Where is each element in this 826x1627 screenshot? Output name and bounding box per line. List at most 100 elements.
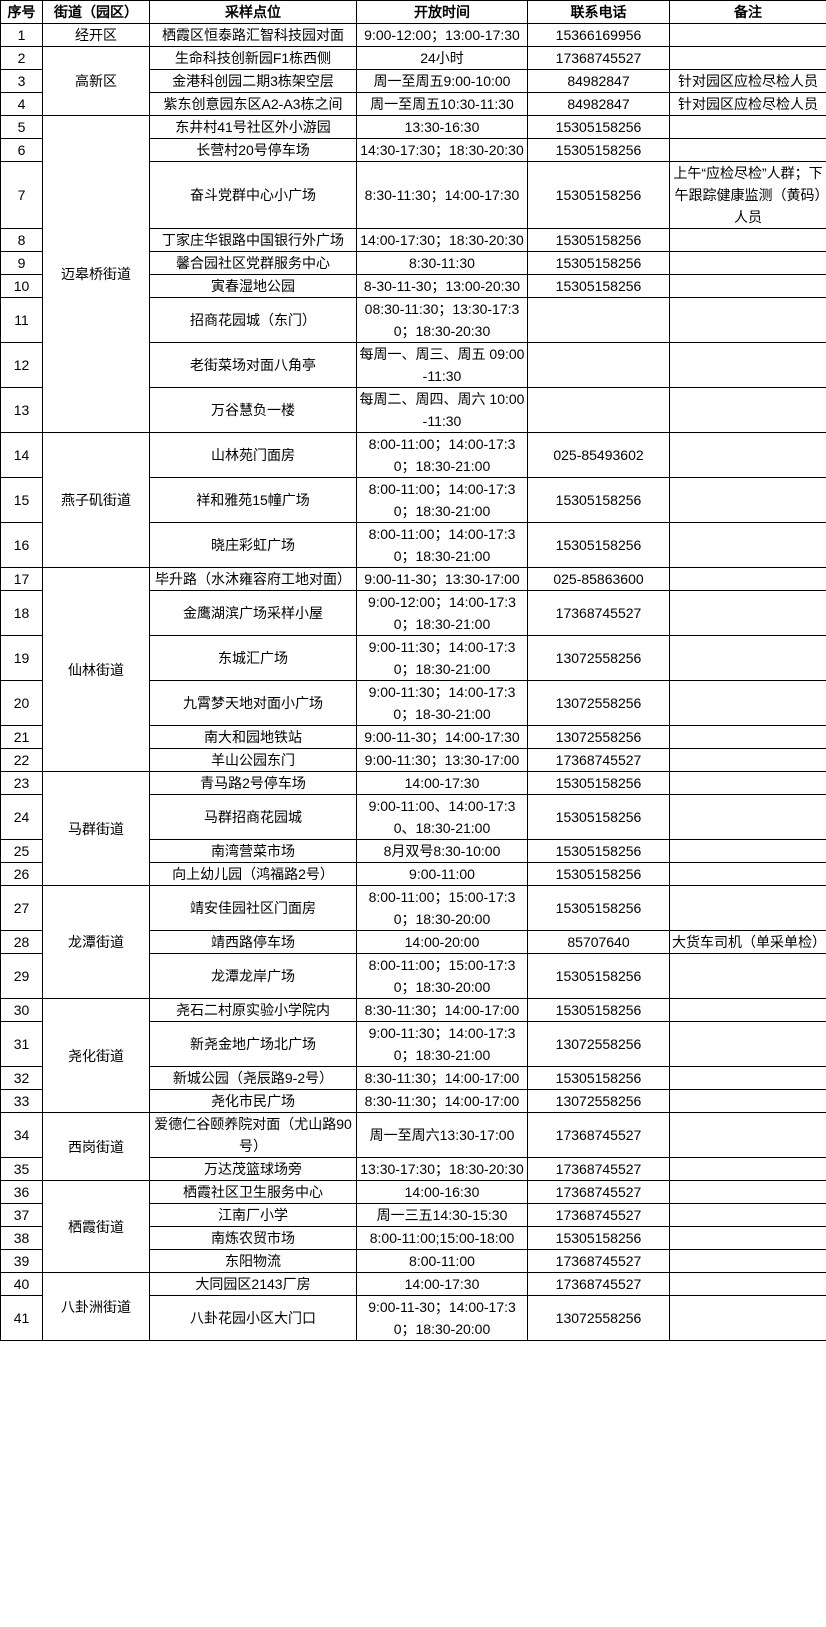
cell-site: 老街菜场对面八角亭 <box>149 342 357 388</box>
cell-phone: 13072558256 <box>527 1295 670 1341</box>
cell-phone: 15305158256 <box>527 862 670 886</box>
cell-site: 新尧金地广场北广场 <box>149 1021 357 1067</box>
cell-note <box>669 567 826 591</box>
cell-hours: 8:00-11:00；14:00-17:30；18:30-21:00 <box>356 522 528 568</box>
cell-site: 向上幼儿园（鸿福路2号） <box>149 862 357 886</box>
table-row: 7 奋斗党群中心小广场 8:30-11:30；14:00-17:30 15305158… <box>0 161 826 229</box>
cell-site: 栖霞社区卫生服务中心 <box>149 1180 357 1204</box>
cell-phone: 13072558256 <box>527 635 670 681</box>
cell-note: 大货车司机（单采单检） <box>669 930 826 954</box>
table-row: 4 紫东创意园东区A2-A3栋之间 周一至周五10:30-11:30 84982847… <box>0 92 826 116</box>
table-row: 21 南大和园地铁站 9:00-11-30；14:00-17:30 130725582… <box>0 725 826 749</box>
cell-note <box>669 46 826 70</box>
cell-phone: 15305158256 <box>527 771 670 795</box>
cell-site: 东城汇广场 <box>149 635 357 681</box>
cell-phone: 13072558256 <box>527 1021 670 1067</box>
table-row: 38 南炼农贸市场 8:00-11:00;15:00-18:00 1530515825… <box>0 1226 826 1250</box>
cell-hours: 13:30-16:30 <box>356 115 528 139</box>
cell-note <box>669 297 826 343</box>
cell-phone: 15366169956 <box>527 23 670 47</box>
cell-district: 龙潭街道 <box>42 885 150 999</box>
cell-note <box>669 1180 826 1204</box>
cell-hours: 8:00-11:00；14:00-17:30；18:30-21:00 <box>356 432 528 478</box>
cell-site: 青马路2号停车场 <box>149 771 357 795</box>
cell-no: 24 <box>0 794 43 840</box>
cell-phone: 025-85493602 <box>527 432 670 478</box>
cell-hours: 9:00-11-30；13:30-17:00 <box>356 567 528 591</box>
cell-hours: 9:00-12:00；13:00-17:30 <box>356 23 528 47</box>
cell-hours: 14:00-20:00 <box>356 930 528 954</box>
cell-phone: 15305158256 <box>527 1226 670 1250</box>
cell-no: 38 <box>0 1226 43 1250</box>
table-row: 29 龙潭龙岸广场 8:00-11:00；15:00-17:30；18:30-20:… <box>0 953 826 999</box>
cell-note <box>669 794 826 840</box>
cell-no: 10 <box>0 274 43 298</box>
cell-site: 晓庄彩虹广场 <box>149 522 357 568</box>
header-note: 备注 <box>669 0 826 24</box>
cell-no: 29 <box>0 953 43 999</box>
cell-note <box>669 1112 826 1158</box>
cell-note <box>669 228 826 252</box>
table-row: 16 晓庄彩虹广场 8:00-11:00；14:00-17:30；18:30-21:… <box>0 522 826 568</box>
cell-hours: 8:00-11:00；15:00-17:30；18:30-20:00 <box>356 885 528 931</box>
cell-note <box>669 1089 826 1113</box>
cell-hours: 8:30-11:30；14:00-17:00 <box>356 1089 528 1113</box>
cell-no: 19 <box>0 635 43 681</box>
cell-hours: 8:00-11:00 <box>356 1249 528 1273</box>
cell-note <box>669 115 826 139</box>
cell-no: 27 <box>0 885 43 931</box>
table-row: 32 新城公园（尧辰路9-2号） 8:30-11:30；14:00-17:00 153… <box>0 1066 826 1090</box>
cell-note <box>669 1249 826 1273</box>
cell-phone: 17368745527 <box>527 1272 670 1296</box>
cell-note: 上午“应检尽检”人群；下午跟踪健康监测（黄码）人员 <box>669 161 826 229</box>
cell-site: 东井村41号社区外小游园 <box>149 115 357 139</box>
cell-no: 4 <box>0 92 43 116</box>
cell-hours: 8:00-11:00;15:00-18:00 <box>356 1226 528 1250</box>
cell-phone: 15305158256 <box>527 794 670 840</box>
cell-site: 万谷慧负一楼 <box>149 387 357 433</box>
table-row: 22 羊山公园东门 9:00-11:30；13:30-17:00 1736874552… <box>0 748 826 772</box>
cell-site: 山林苑门面房 <box>149 432 357 478</box>
cell-site: 寅春湿地公园 <box>149 274 357 298</box>
cell-hours: 周一三五14:30-15:30 <box>356 1203 528 1227</box>
cell-phone: 15305158256 <box>527 138 670 162</box>
table-row: 1 经开区 栖霞区恒泰路汇智科技园对面 9:00-12:00；13:00-17:30 1… <box>0 23 826 47</box>
cell-no: 2 <box>0 46 43 70</box>
cell-phone: 17368745527 <box>527 1249 670 1273</box>
cell-hours: 每周二、周四、周六 10:00-11:30 <box>356 387 528 433</box>
table-row: 31 新尧金地广场北广场 9:00-11:30；14:00-17:30；18:30-… <box>0 1021 826 1067</box>
cell-note <box>669 1021 826 1067</box>
cell-hours: 8月双号8:30-10:00 <box>356 839 528 863</box>
cell-phone: 13072558256 <box>527 725 670 749</box>
cell-hours: 9:00-12:00；14:00-17:30；18:30-21:00 <box>356 590 528 636</box>
cell-hours: 8:30-11:30；14:00-17:00 <box>356 1066 528 1090</box>
cell-site: 南炼农贸市场 <box>149 1226 357 1250</box>
cell-site: 靖西路停车场 <box>149 930 357 954</box>
cell-phone: 17368745527 <box>527 748 670 772</box>
cell-note <box>669 387 826 433</box>
cell-no: 28 <box>0 930 43 954</box>
cell-no: 20 <box>0 680 43 726</box>
cell-phone: 84982847 <box>527 69 670 93</box>
cell-site: 尧化市民广场 <box>149 1089 357 1113</box>
cell-no: 17 <box>0 567 43 591</box>
cell-phone: 15305158256 <box>527 1066 670 1090</box>
cell-site: 南湾营菜市场 <box>149 839 357 863</box>
cell-no: 32 <box>0 1066 43 1090</box>
cell-phone: 15305158256 <box>527 839 670 863</box>
table-row: 5 迈皋桥街道 东井村41号社区外小游园 13:30-16:30 15305158256 <box>0 115 826 433</box>
cell-note <box>669 862 826 886</box>
cell-site: 羊山公园东门 <box>149 748 357 772</box>
cell-note <box>669 771 826 795</box>
cell-phone: 15305158256 <box>527 522 670 568</box>
cell-no: 26 <box>0 862 43 886</box>
cell-site: 江南厂小学 <box>149 1203 357 1227</box>
cell-hours: 14:30-17:30；18:30-20:30 <box>356 138 528 162</box>
cell-no: 11 <box>0 297 43 343</box>
cell-no: 9 <box>0 251 43 275</box>
header-site: 采样点位 <box>149 0 357 24</box>
cell-note <box>669 1226 826 1250</box>
cell-site: 紫东创意园东区A2-A3栋之间 <box>149 92 357 116</box>
cell-note <box>669 1066 826 1090</box>
header-row: 序号 街道（园区） 采样点位 开放时间 联系电话 备注 <box>0 0 826 24</box>
